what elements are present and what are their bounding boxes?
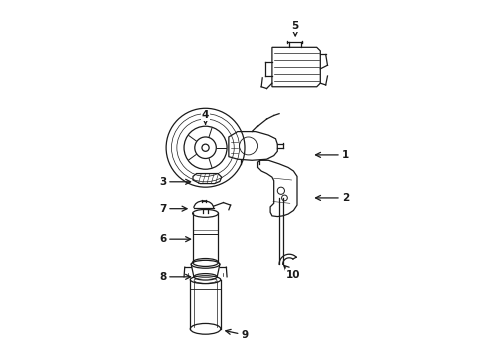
Text: 8: 8 <box>159 272 191 282</box>
Text: 10: 10 <box>284 265 301 280</box>
Text: 2: 2 <box>316 193 349 203</box>
Text: 3: 3 <box>159 177 191 187</box>
Text: 4: 4 <box>202 111 209 124</box>
Text: 7: 7 <box>159 204 187 214</box>
Text: 5: 5 <box>292 21 299 36</box>
Text: 9: 9 <box>226 329 248 340</box>
Text: 1: 1 <box>316 150 349 160</box>
Text: 6: 6 <box>159 234 191 244</box>
